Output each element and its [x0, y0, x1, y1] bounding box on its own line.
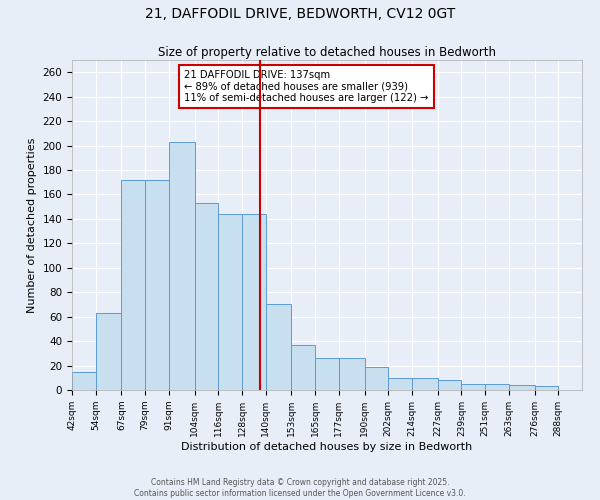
Bar	[72, 372, 96, 390]
Y-axis label: Number of detached properties: Number of detached properties	[27, 138, 37, 312]
Bar	[437, 380, 461, 390]
X-axis label: Distribution of detached houses by size in Bedworth: Distribution of detached houses by size …	[181, 442, 473, 452]
Bar	[339, 358, 365, 390]
Bar	[218, 214, 242, 390]
Bar	[485, 384, 509, 390]
Bar	[535, 386, 558, 390]
Bar	[509, 385, 535, 390]
Bar	[388, 378, 412, 390]
Bar	[412, 378, 437, 390]
Bar	[194, 203, 218, 390]
Bar	[242, 214, 266, 390]
Bar	[461, 384, 485, 390]
Bar	[169, 142, 194, 390]
Text: Contains HM Land Registry data © Crown copyright and database right 2025.
Contai: Contains HM Land Registry data © Crown c…	[134, 478, 466, 498]
Bar	[145, 180, 169, 390]
Bar	[315, 358, 339, 390]
Bar	[266, 304, 292, 390]
Bar	[292, 345, 315, 390]
Bar	[365, 367, 388, 390]
Title: Size of property relative to detached houses in Bedworth: Size of property relative to detached ho…	[158, 46, 496, 59]
Text: 21 DAFFODIL DRIVE: 137sqm
← 89% of detached houses are smaller (939)
11% of semi: 21 DAFFODIL DRIVE: 137sqm ← 89% of detac…	[184, 70, 428, 103]
Text: 21, DAFFODIL DRIVE, BEDWORTH, CV12 0GT: 21, DAFFODIL DRIVE, BEDWORTH, CV12 0GT	[145, 8, 455, 22]
Bar	[96, 313, 121, 390]
Bar	[121, 180, 145, 390]
